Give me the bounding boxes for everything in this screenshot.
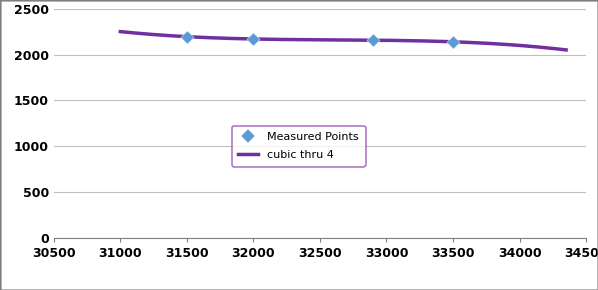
Point xyxy=(182,34,191,39)
Legend: Measured Points, cubic thru 4: Measured Points, cubic thru 4 xyxy=(231,126,365,167)
Point xyxy=(368,38,378,43)
Point xyxy=(249,37,258,41)
Point xyxy=(448,39,458,44)
